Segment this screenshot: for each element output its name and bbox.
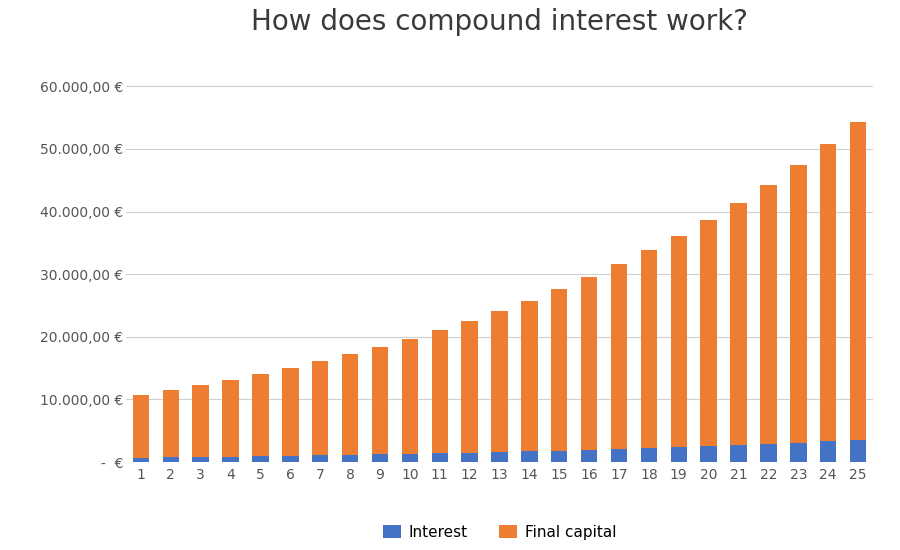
Bar [790,165,806,462]
Bar [312,455,328,462]
Legend: Interest, Final capital: Interest, Final capital [377,519,622,546]
Bar [252,374,269,462]
Bar [820,441,836,462]
Bar [551,450,568,462]
Bar [641,250,657,462]
Bar [431,453,448,462]
Bar [730,203,747,462]
Bar [193,386,209,462]
Bar [670,235,687,462]
Bar [521,300,537,462]
Bar [700,219,717,462]
Bar [372,347,388,462]
Bar [163,390,179,462]
Bar [132,395,149,462]
Bar [193,457,209,462]
Bar [641,448,657,462]
Bar [580,450,598,462]
Bar [252,456,269,462]
Bar [700,446,717,462]
Bar [730,445,747,462]
Bar [282,456,299,462]
Bar [342,354,358,462]
Bar [342,455,358,462]
Bar [670,447,687,462]
Bar [282,368,299,462]
Bar [491,311,508,462]
Bar [222,380,239,462]
Bar [431,330,448,462]
Bar [491,452,508,462]
Bar [820,145,836,462]
Bar [760,444,777,462]
Bar [850,122,867,462]
Bar [372,454,388,462]
Bar [521,452,537,462]
Bar [580,277,598,462]
Bar [790,443,806,462]
Bar [401,454,419,462]
Bar [222,456,239,462]
Bar [132,458,149,462]
Bar [163,457,179,462]
Title: How does compound interest work?: How does compound interest work? [251,8,748,36]
Bar [850,440,867,462]
Bar [551,289,568,462]
Bar [760,185,777,462]
Bar [611,449,627,462]
Bar [462,321,478,462]
Bar [401,339,419,462]
Bar [611,264,627,462]
Bar [462,453,478,462]
Bar [312,361,328,462]
